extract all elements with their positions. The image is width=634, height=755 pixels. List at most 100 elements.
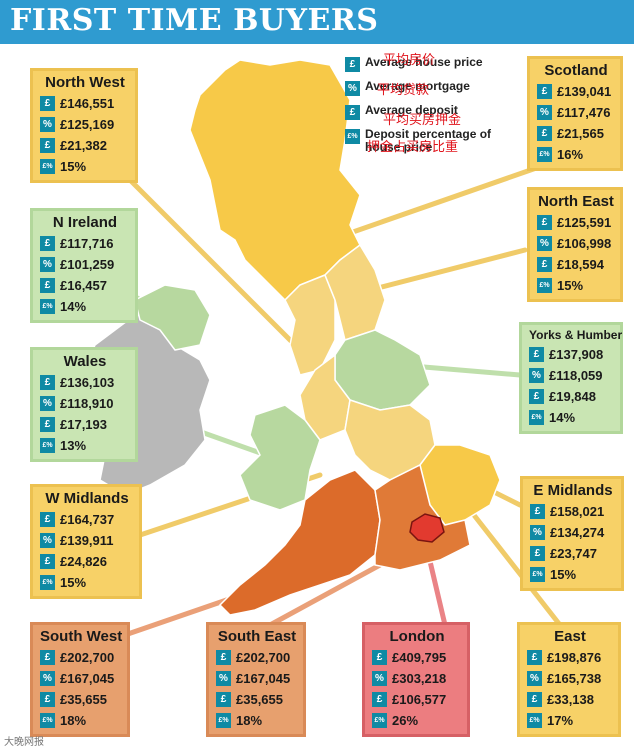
pointer-north-east xyxy=(367,247,528,293)
deposit-percent-icon: £% xyxy=(40,713,55,728)
percent-icon: % xyxy=(40,671,55,686)
title-banner: FIRST TIME BUYERS xyxy=(0,0,634,44)
percent-icon: % xyxy=(40,533,55,548)
region-name: South West xyxy=(40,628,123,645)
deposit-percentage: 14% xyxy=(549,410,576,425)
region-box-north-east: North East £ £125,591 % £106,998 £ £18,594 … xyxy=(527,187,623,302)
average-house-price: £409,795 xyxy=(392,650,447,665)
average-house-price: £137,908 xyxy=(549,347,604,362)
legend-item-deposit: £ Average deposit xyxy=(345,104,505,128)
wales-region xyxy=(239,404,321,511)
percent-icon: % xyxy=(345,81,360,96)
region-box-w-midlands: W Midlands £ £164,737 % £139,911 £ £24,826 … xyxy=(30,484,142,599)
annotation-cn-deposit-percentage: 押金占买房比重 xyxy=(367,140,459,155)
deposit-percentage: 17% xyxy=(547,713,574,728)
region-box-e-midlands: E Midlands £ £158,021 % £134,274 £ £23,747 … xyxy=(520,476,624,591)
average-deposit: £23,747 xyxy=(550,546,597,561)
average-house-price: £125,591 xyxy=(557,215,612,230)
average-mortgage: £165,738 xyxy=(547,671,602,686)
deposit-icon: £ xyxy=(537,126,552,141)
deposit-percent-icon: £% xyxy=(345,129,360,144)
average-house-price: £202,700 xyxy=(236,650,291,665)
percent-icon: % xyxy=(530,525,545,540)
london-region xyxy=(409,513,445,543)
legend-label: Average house price xyxy=(365,55,483,69)
region-name: N Ireland xyxy=(52,214,118,231)
deposit-percentage: 18% xyxy=(236,713,263,728)
deposit-percent-icon: £% xyxy=(40,438,55,453)
deposit-icon: £ xyxy=(345,105,360,120)
deposit-percent-icon: £% xyxy=(530,567,545,582)
region-name: W Midlands xyxy=(45,490,129,507)
page-title: FIRST TIME BUYERS xyxy=(10,3,379,38)
watermark: 大晚网报 xyxy=(4,737,44,748)
deposit-percentage: 14% xyxy=(60,299,87,314)
average-mortgage: £118,910 xyxy=(60,396,114,411)
deposit-percent-icon: £% xyxy=(40,299,55,314)
average-deposit: £24,826 xyxy=(60,554,107,569)
annotation-cn-price: 平均房价 xyxy=(383,53,436,68)
annotation-cn-deposit: 平均买房押金 xyxy=(383,113,462,128)
deposit-percent-icon: £% xyxy=(527,713,542,728)
region-name: E Midlands xyxy=(533,482,613,499)
deposit-icon: £ xyxy=(40,692,55,707)
deposit-percent-icon: £% xyxy=(529,410,544,425)
pound-icon: £ xyxy=(40,375,55,390)
average-deposit: £17,193 xyxy=(60,417,107,432)
region-name: London xyxy=(389,628,445,645)
pointer-north-west xyxy=(107,157,303,353)
pointer-south-east xyxy=(267,562,383,628)
region-name: North East xyxy=(538,193,614,210)
deposit-icon: £ xyxy=(40,417,55,432)
n-ireland-region xyxy=(134,284,211,351)
average-deposit: £33,138 xyxy=(547,692,594,707)
region-box-south-west: South West £ £202,700 % £167,045 £ £35,655 … xyxy=(30,622,130,737)
south-west-region xyxy=(218,469,381,616)
percent-icon: % xyxy=(537,236,552,251)
pointer-east xyxy=(467,507,563,628)
deposit-percent-icon: £% xyxy=(40,575,55,590)
average-house-price: £164,737 xyxy=(60,512,115,527)
legend-item-deposit-percentage: £% Deposit percentage of house price xyxy=(345,128,505,160)
region-box-n-ireland: N Ireland £ £117,716 % £101,259 £ £16,457 £… xyxy=(30,208,138,323)
pound-icon: £ xyxy=(345,57,360,72)
region-box-east: East £ £198,876 % £165,738 £ £33,138 £% 17% xyxy=(517,622,621,737)
pound-icon: £ xyxy=(529,347,544,362)
average-mortgage: £125,169 xyxy=(60,117,115,132)
average-mortgage: £101,259 xyxy=(60,257,115,272)
legend-label: Average mortgage xyxy=(365,79,470,93)
region-name: Scotland xyxy=(544,62,608,79)
pound-icon: £ xyxy=(40,512,55,527)
pound-icon: £ xyxy=(216,650,231,665)
average-house-price: £198,876 xyxy=(547,650,602,665)
average-deposit: £18,594 xyxy=(557,257,604,272)
deposit-percentage: 15% xyxy=(557,278,584,293)
percent-icon: % xyxy=(40,396,55,411)
pound-icon: £ xyxy=(537,84,552,99)
deposit-icon: £ xyxy=(372,692,387,707)
average-mortgage: £167,045 xyxy=(60,671,115,686)
pound-icon: £ xyxy=(40,96,55,111)
deposit-icon: £ xyxy=(40,278,55,293)
deposit-icon: £ xyxy=(537,257,552,272)
average-deposit: £21,382 xyxy=(60,138,107,153)
percent-icon: % xyxy=(527,671,542,686)
pound-icon: £ xyxy=(527,650,542,665)
pointer-scotland xyxy=(327,162,548,243)
deposit-icon: £ xyxy=(40,138,55,153)
deposit-percentage: 26% xyxy=(392,713,419,728)
region-name: East xyxy=(554,628,586,645)
average-deposit: £35,655 xyxy=(60,692,107,707)
percent-icon: % xyxy=(537,105,552,120)
deposit-percent-icon: £% xyxy=(216,713,231,728)
deposit-icon: £ xyxy=(529,389,544,404)
legend-label: Deposit percentage of house price xyxy=(365,127,492,154)
average-mortgage: £117,476 xyxy=(557,105,611,120)
average-house-price: £158,021 xyxy=(550,504,605,519)
average-mortgage: £167,045 xyxy=(236,671,291,686)
region-box-scotland: Scotland £ £139,041 % £117,476 £ £21,565 £%… xyxy=(527,56,623,171)
average-deposit: £19,848 xyxy=(549,389,596,404)
deposit-percent-icon: £% xyxy=(537,147,552,162)
region-name: Wales xyxy=(63,353,107,370)
annotation-cn-mortgage: 平均贷款 xyxy=(377,83,430,98)
